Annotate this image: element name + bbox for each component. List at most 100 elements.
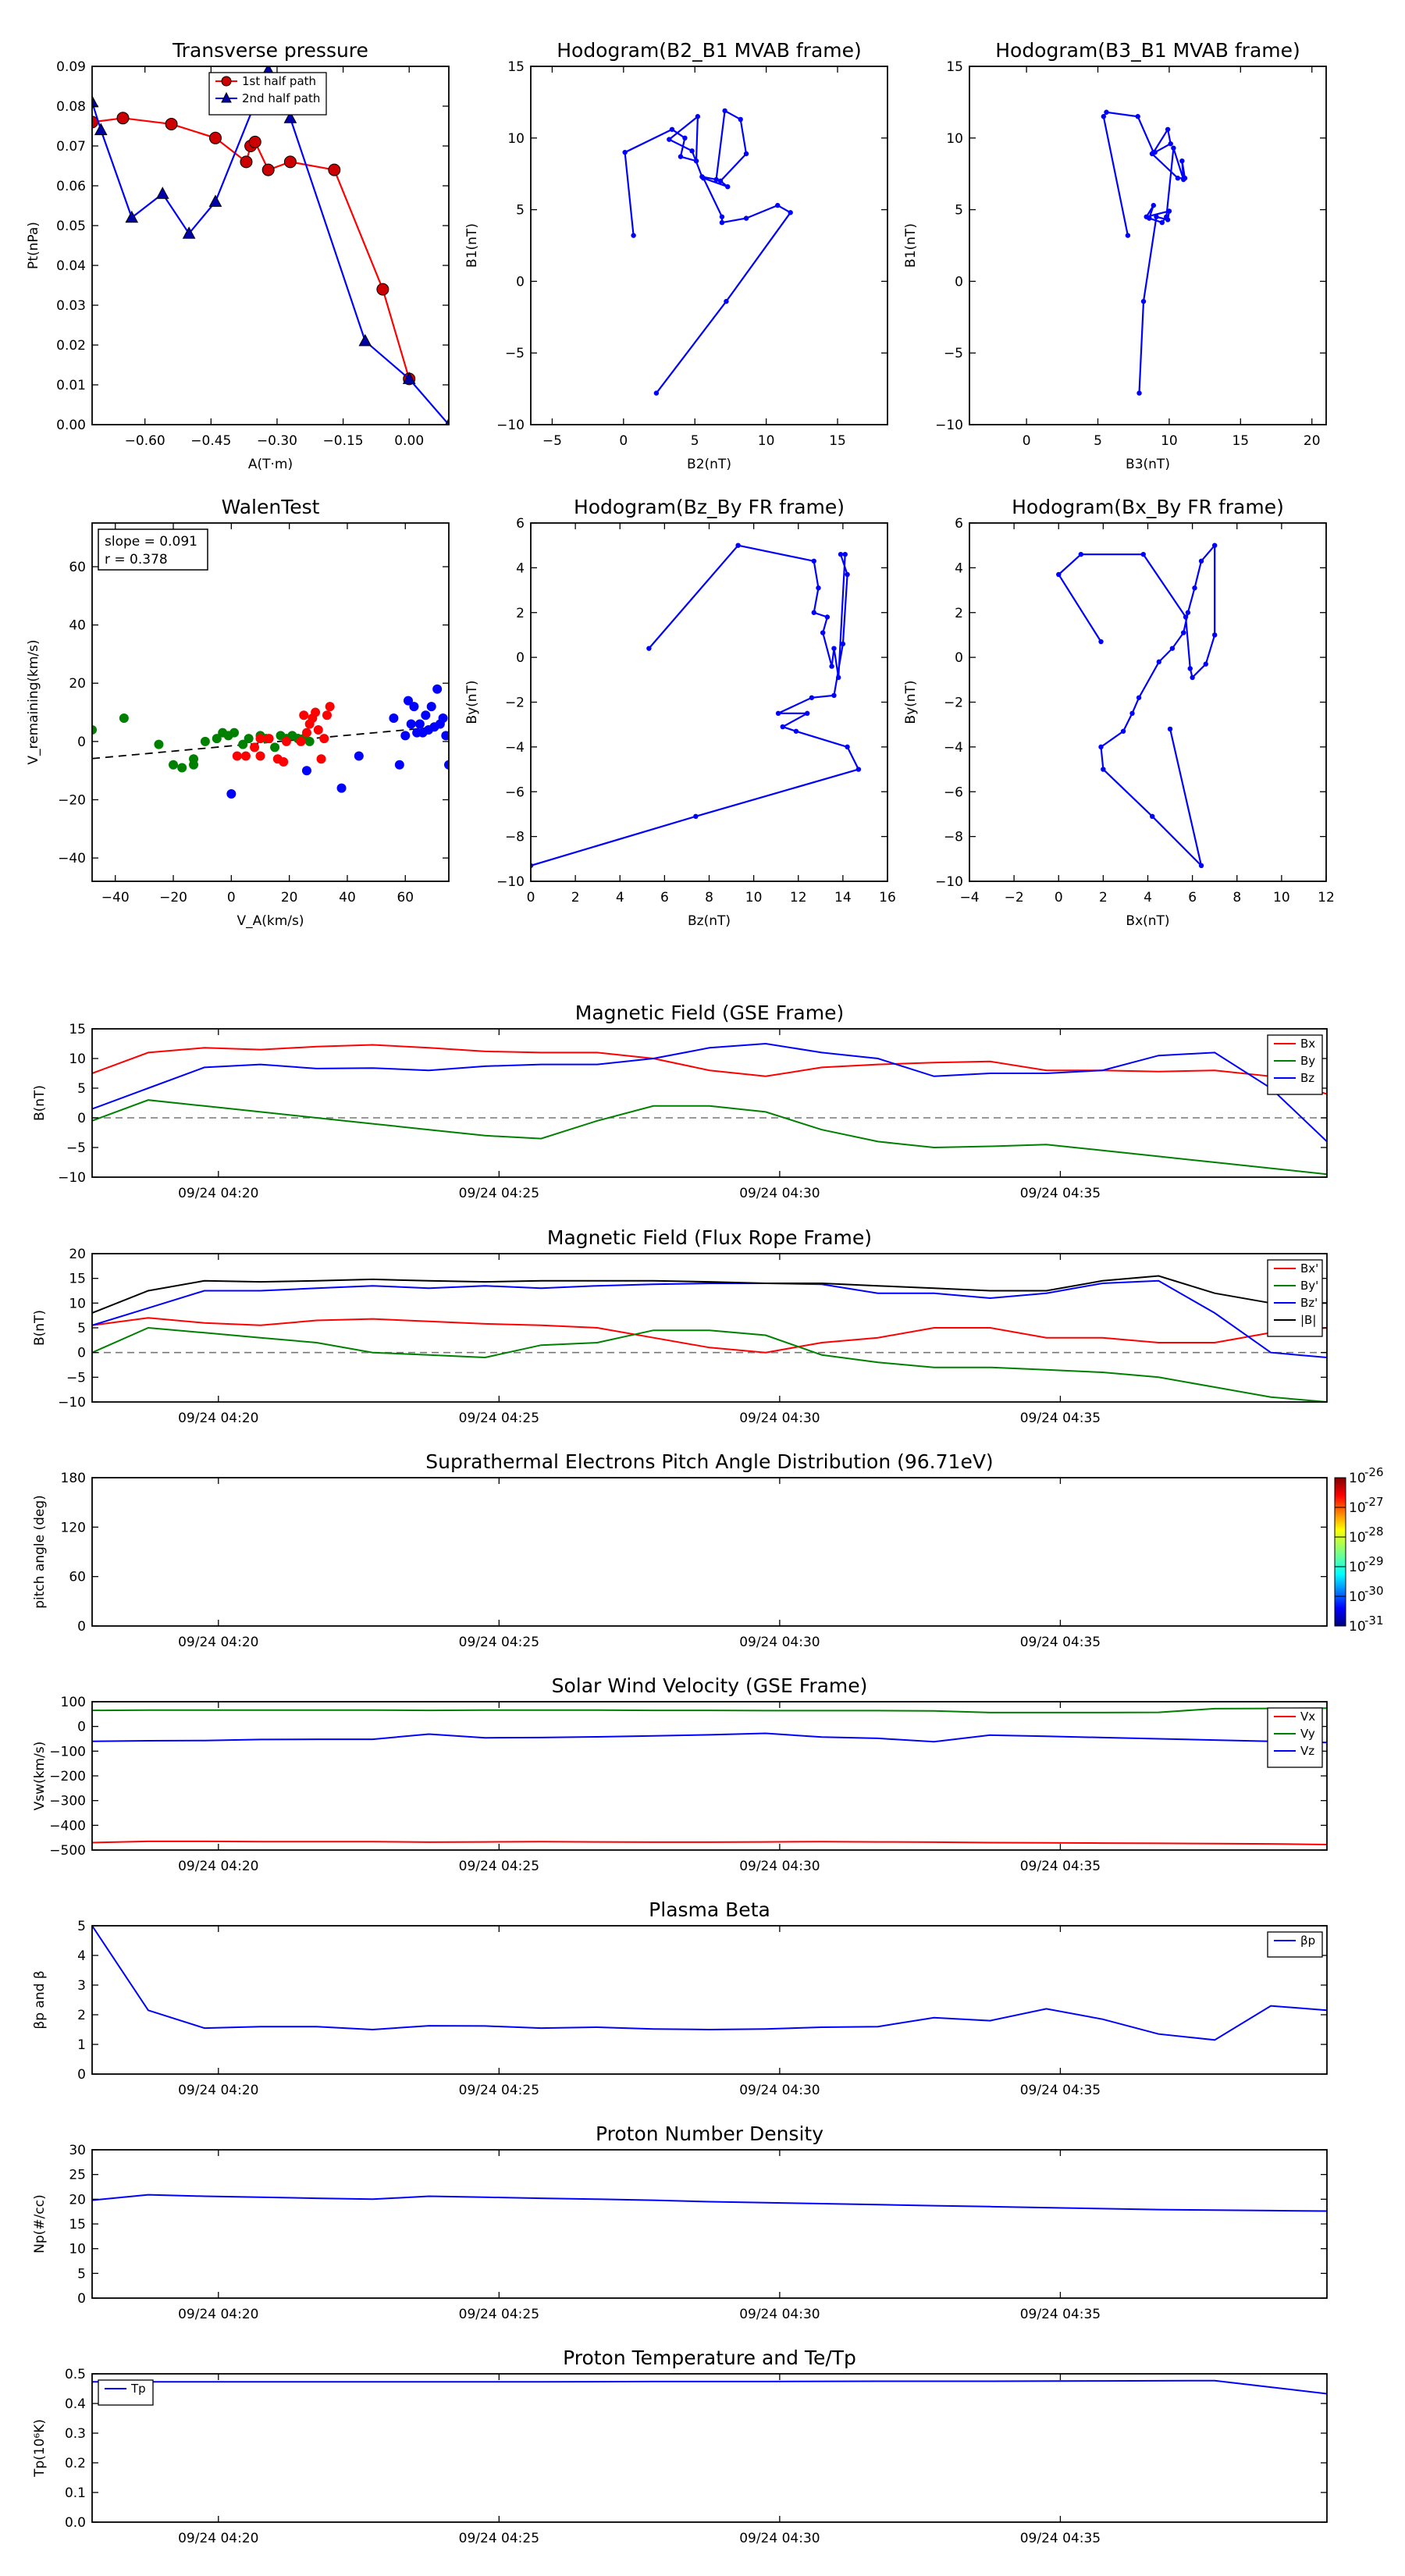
data-point [743,215,749,221]
xtick-label: 09/24 04:25 [459,2083,539,2098]
legend-label: Bx' [1300,1261,1318,1276]
xtick-label: 14 [834,890,852,906]
data-point [1135,114,1140,119]
marker-triangle [402,372,416,384]
scatter-point [200,736,210,746]
panel-bgse: Magnetic Field (GSE Frame) −10 −5 0 5 10 15 09/… [32,1002,1328,1201]
data-point [735,543,741,548]
marker-triangle [155,187,169,199]
ytick-label: 15 [69,1022,86,1037]
data-point [835,674,841,681]
ytick-label: −500 [49,1843,86,1859]
xtick-label: 15 [1232,433,1249,449]
ytick-label: −10 [496,874,525,890]
y-axis-label: B1(nT) [464,223,480,268]
xtick-label: −0.45 [190,433,231,449]
legend-label: By' [1300,1279,1318,1293]
marker-triangle [94,123,108,136]
x-axis-label: V_A(km/s) [237,913,304,929]
xtick-label: 15 [829,433,846,449]
panel-hod1: Hodogram(B2_B1 MVAB frame) −10 −5 0 5 10 15 −5 0… [464,39,888,472]
data-point [1165,217,1171,222]
xtick-label: 12 [1318,890,1335,906]
series-line-|B| [92,1275,1327,1314]
data-point [1098,744,1104,750]
scatter-point [226,789,237,799]
ytick-label: 6 [955,516,963,532]
panel-title: Hodogram(Bz_By FR frame) [574,496,845,518]
legend-label: |B| [1300,1313,1316,1327]
scatter-point [432,684,443,694]
scatter-point [421,710,431,720]
ytick-label: 20 [69,676,86,692]
ytick-label: 60 [69,560,86,575]
marker-triangle [283,111,297,123]
data-point [831,692,837,699]
data-point [1198,558,1204,564]
data-point [1078,551,1084,557]
colorbar-exponent: -27 [1364,1495,1384,1509]
plot-area [92,1926,1327,2041]
x-axis-label: A(T·m) [248,457,293,472]
xtick-label: 09/24 04:30 [739,2307,820,2322]
ytick-label: −40 [58,851,86,866]
ytick-label: 6 [516,516,525,532]
scatter-point [270,742,280,753]
scatter-point [169,760,179,770]
xtick-label: 09/24 04:30 [739,1859,820,1874]
ytick-label: 5 [77,1321,86,1336]
plot-area [92,66,449,425]
scatter-point [255,751,265,761]
data-point [1125,233,1131,238]
annotation-text: slope = 0.091 [105,534,197,550]
scatter-point [232,751,242,761]
data-point [788,210,793,215]
xtick-label: 10 [1273,890,1290,906]
data-point [1167,726,1173,732]
scatter-point [177,763,187,773]
y-axis-label: Tp(10⁶K) [32,2419,48,2478]
marker-circle [116,112,130,125]
axes-frame [91,2149,1328,2299]
data-point [1140,298,1147,304]
marker-circle [328,163,341,176]
scatter-point [281,736,291,746]
data-point [1150,813,1155,820]
xtick-label: 0 [1055,890,1063,906]
legend-label: Vz [1300,1744,1314,1758]
legend-label: Vy [1300,1727,1315,1741]
xtick-label: 09/24 04:30 [739,1186,820,1201]
panel-title: Transverse pressure [172,39,368,62]
y-axis-label: pitch angle (deg) [32,1495,48,1609]
panel-tpp: Proton Temperature and Te/Tp 0.0 0.1 0.2 0.3… [32,2347,1328,2546]
ytick-label: 3 [77,1978,86,1994]
xtick-label: −0.30 [257,433,297,449]
data-point [1187,666,1193,671]
panel-bfr: Magnetic Field (Flux Rope Frame) −10 −5 0 5 1… [32,1226,1328,1426]
panel-hod3: Hodogram(Bz_By FR frame) −10 −8 −6 −4 −2 0 2 4 6 0… [464,496,896,929]
ytick-label: 15 [69,1272,86,1287]
data-point [780,724,785,730]
series-line-data [1102,111,1186,393]
panel-title: Proton Number Density [596,2122,823,2145]
ytick-label: −200 [49,1769,86,1784]
colorbar [1334,1477,1346,1627]
data-point [1056,571,1062,578]
scatter-point [406,719,416,729]
ytick-label: −5 [944,346,963,361]
xtick-label: −4 [959,890,979,906]
colorbar-label: 10 [1349,1500,1366,1516]
ytick-label: 4 [77,1948,86,1964]
xtick-label: 09/24 04:35 [1020,1635,1101,1650]
data-point [838,551,844,557]
ytick-label: −4 [944,740,963,756]
ytick-label: −10 [496,418,525,433]
ytick-label: 5 [77,1081,86,1097]
xtick-label: 10 [745,890,763,906]
xtick-label: 0 [1023,433,1031,449]
marker-triangle [208,194,222,207]
xtick-label: −5 [542,433,562,449]
xtick-label: 09/24 04:20 [178,1859,258,1874]
colorbar-exponent: -29 [1364,1554,1384,1568]
